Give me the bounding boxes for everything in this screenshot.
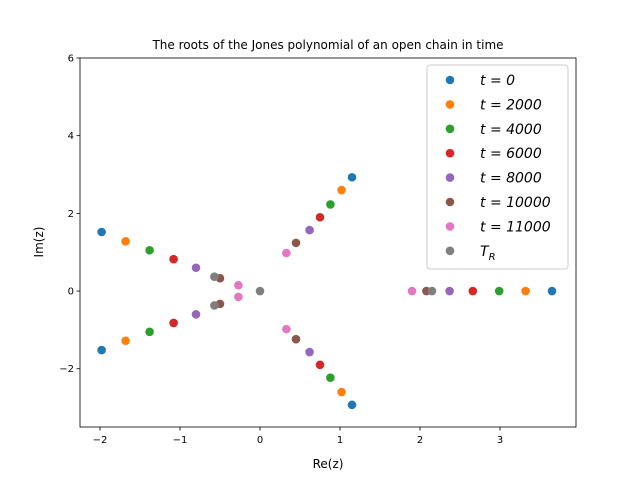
- legend-marker-5: [445, 197, 455, 207]
- x-tick-label-2: 0: [257, 435, 263, 446]
- legend-frame: [426, 64, 569, 270]
- legend-label-0: t = 0: [480, 73, 515, 89]
- y-tick-label-2: 2: [68, 209, 74, 220]
- data-points: [97, 172, 557, 410]
- legend-marker-0: [445, 75, 455, 85]
- point-s1-3: [337, 387, 346, 397]
- y-tick-label-4: 6: [68, 54, 74, 65]
- point-s2-4: [494, 286, 504, 296]
- point-s6-3: [282, 324, 291, 334]
- point-s2-3: [326, 373, 335, 382]
- point-s6-2: [282, 248, 291, 258]
- legend-label-5: t = 10000: [480, 195, 551, 211]
- y-tick-label-3: 4: [68, 131, 74, 142]
- point-s3-3: [315, 360, 325, 370]
- x-tick-label-0: −2: [93, 435, 108, 446]
- y-axis-ticks: −2 0 2 4 6: [59, 54, 80, 375]
- chart-title: The roots of the Jones polynomial of an …: [151, 38, 503, 52]
- point-s0-4: [547, 286, 557, 296]
- point-s1-4: [521, 286, 530, 296]
- legend: t = 0 t = 2000 t = 4000 t = 6000 t = 8000 t =…: [426, 64, 569, 270]
- legend-marker-6: [445, 222, 455, 231]
- point-s0-3: [347, 400, 357, 410]
- x-tick-label-4: 2: [417, 435, 423, 446]
- legend-label-2: t = 4000: [480, 122, 542, 138]
- point-s1-2: [337, 185, 346, 195]
- point-s5-3: [291, 334, 301, 344]
- point-s3-4: [468, 286, 478, 296]
- point-s2-2: [326, 200, 335, 209]
- legend-marker-1: [445, 100, 455, 109]
- point-s5-2: [291, 238, 301, 248]
- point-s4-4: [445, 286, 454, 296]
- point-s3-2: [315, 212, 325, 222]
- x-axis-label: Re(z): [313, 457, 344, 471]
- legend-label-7: TR: [480, 244, 496, 263]
- point-s2-1: [145, 327, 154, 337]
- point-s6-4: [407, 286, 417, 296]
- legend-marker-2: [445, 124, 455, 134]
- x-axis-ticks: −2 −1 0 1 2 3: [93, 427, 503, 446]
- plot-area-frame: [79, 57, 577, 428]
- point-s3-1: [169, 318, 178, 328]
- point-s7-3: [427, 286, 437, 296]
- legend-marker-4: [445, 173, 455, 182]
- point-s0-0: [97, 227, 106, 237]
- legend-label-3: t = 6000: [480, 146, 542, 162]
- legend-marker-3: [445, 148, 455, 158]
- x-tick-label-3: 1: [337, 435, 343, 446]
- point-s7-0: [210, 272, 219, 281]
- point-s4-3: [305, 347, 314, 357]
- point-s3-0: [169, 254, 178, 264]
- y-tick-label-1: 0: [68, 287, 74, 298]
- point-s0-2: [347, 172, 357, 182]
- point-s4-1: [191, 310, 201, 319]
- x-tick-label-5: 3: [497, 435, 503, 446]
- legend-label-4: t = 8000: [480, 171, 542, 187]
- point-s6-0: [234, 280, 243, 290]
- y-tick-label-0: −2: [59, 364, 74, 375]
- legend-marker-7: [445, 246, 455, 256]
- point-s7-1: [210, 301, 219, 310]
- legend-label-1: t = 2000: [480, 97, 542, 113]
- legend-label-6: t = 11000: [480, 219, 551, 235]
- point-s4-0: [191, 263, 201, 273]
- point-s2-0: [145, 245, 154, 255]
- point-s0-1: [97, 345, 106, 355]
- point-s7-2: [255, 286, 265, 296]
- point-s1-0: [121, 237, 130, 246]
- point-s4-2: [305, 225, 314, 235]
- point-s1-1: [121, 336, 130, 346]
- x-tick-label-1: −1: [173, 435, 188, 446]
- point-s6-1: [234, 292, 243, 302]
- y-axis-label: Im(z): [32, 227, 46, 258]
